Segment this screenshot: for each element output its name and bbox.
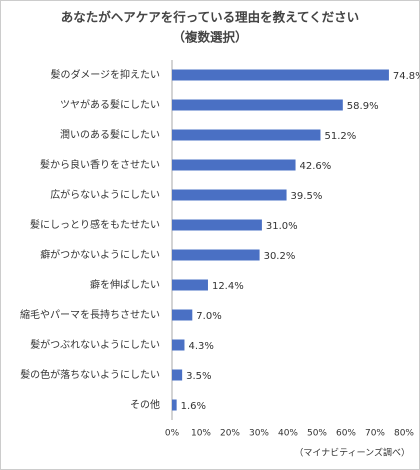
value-label: 1.6% [181,401,206,412]
bar [172,279,208,291]
x-tick-label: 40% [278,429,298,439]
y-tick-label: 髪のダメージを抑えたい [51,68,161,81]
bar [172,219,262,231]
bar [172,249,260,261]
y-tick-label: 縮毛やパーマを長持ちさせたい [20,308,160,321]
x-tick-label: 50% [307,429,327,439]
x-tick-label: 60% [336,429,356,439]
value-label: 31.0% [266,221,298,232]
y-tick-label: ツヤがある髪にしたい [60,98,160,111]
value-label: 51.2% [324,131,356,142]
y-tick-label: 癖がつかないようにしたい [40,248,160,261]
x-tick-label: 80% [394,429,414,439]
chart-subtitle: （複数選択） [172,30,247,45]
value-label: 58.9% [347,101,379,112]
bar [172,99,343,111]
value-label: 7.0% [196,311,221,322]
y-tick-label: 髪の色が落ちないようにしたい [20,368,160,381]
bar [172,189,287,201]
value-label: 74.8% [393,71,420,82]
x-tick-label: 20% [220,429,240,439]
y-tick-label: 髪にしっとり感をもたせたい [30,218,160,231]
value-label: 4.3% [188,341,213,352]
x-tick-label: 0% [165,429,180,439]
chart-title: あなたがヘアケアを行っている理由を教えてください [61,10,359,25]
y-tick-label: 広がらないようにしたい [50,188,160,201]
source-note: （マイナビティーンズ調べ） [294,447,410,459]
y-tick-label: 髪から良い香りをさせたい [40,158,160,171]
value-label: 39.5% [291,191,323,202]
x-tick-label: 10% [191,429,211,439]
bar [172,339,185,351]
bar [172,369,183,381]
value-label: 3.5% [186,371,211,382]
x-tick-label: 30% [249,429,269,439]
value-label: 12.4% [212,281,244,292]
value-label: 42.6% [300,161,332,172]
bar [172,309,193,321]
bar [172,159,296,171]
bar [172,399,177,411]
x-tick-label: 70% [365,429,385,439]
y-tick-label: その他 [130,398,160,411]
y-tick-label: 髪がつぶれないようにしたい [30,338,160,351]
value-label: 30.2% [264,251,296,262]
bar [172,129,321,141]
bar [172,69,389,81]
y-tick-label: 癖を伸ばしたい [90,278,160,291]
y-tick-label: 潤いのある髪にしたい [60,129,160,141]
